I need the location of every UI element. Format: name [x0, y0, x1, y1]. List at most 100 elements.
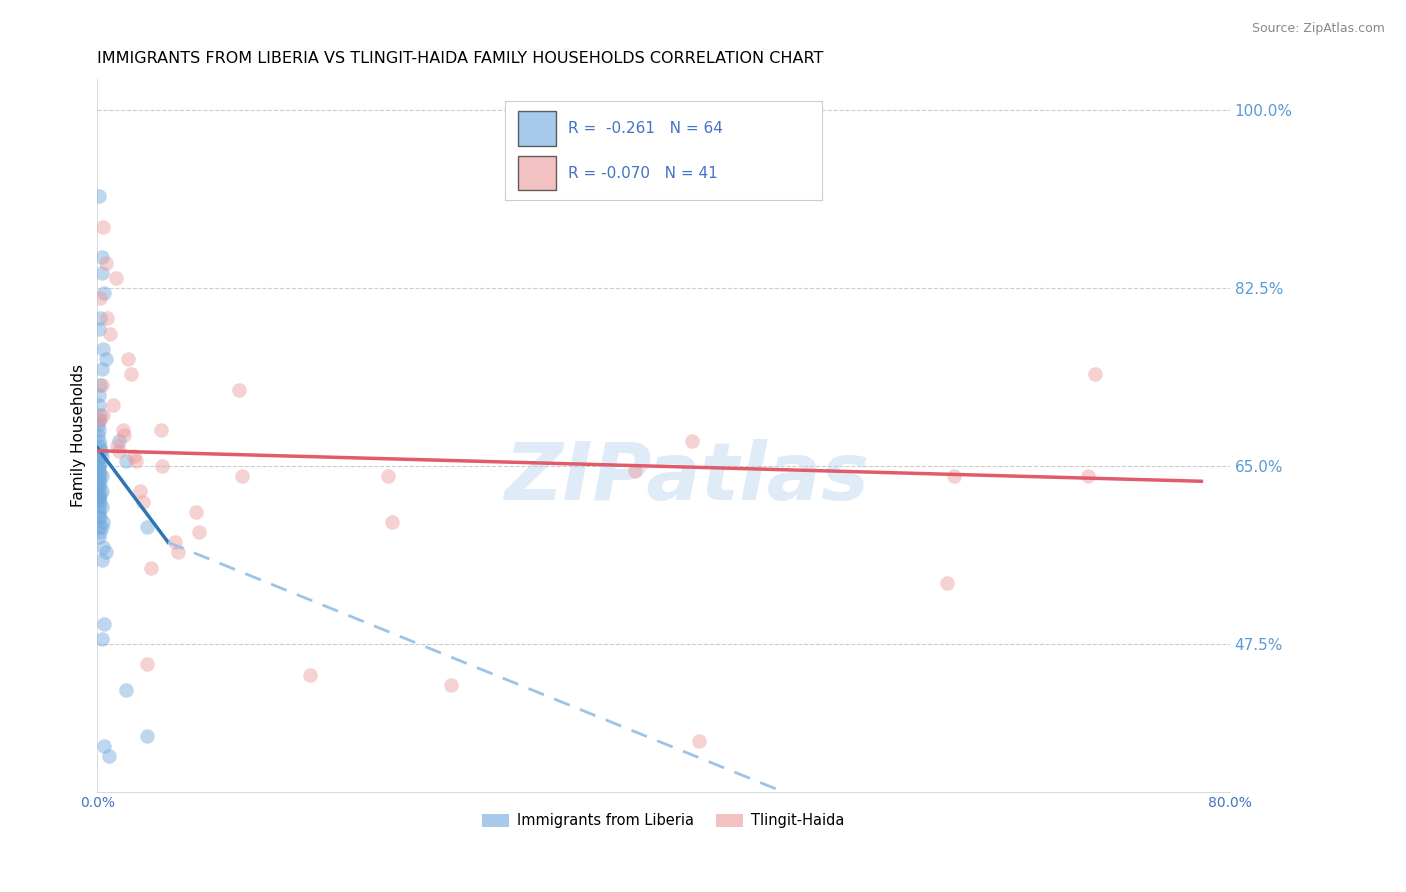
Point — [89, 490, 111, 504]
Point — [381, 515, 404, 529]
Point — [94, 545, 117, 559]
Point — [89, 457, 111, 471]
Point — [89, 505, 111, 519]
Point — [91, 219, 114, 234]
Point — [89, 377, 111, 392]
Point — [87, 491, 110, 506]
Point — [96, 311, 118, 326]
Point — [89, 441, 111, 455]
Point — [90, 266, 112, 280]
Point — [298, 667, 321, 681]
Point — [942, 469, 965, 483]
Point — [135, 520, 157, 534]
Point — [89, 471, 111, 485]
Point — [90, 552, 112, 566]
Point — [87, 428, 110, 442]
Point — [90, 469, 112, 483]
Point — [89, 311, 111, 326]
Point — [89, 509, 111, 524]
Point — [90, 377, 112, 392]
Y-axis label: Family Households: Family Households — [72, 364, 86, 507]
Point — [186, 505, 208, 519]
Point — [114, 682, 136, 697]
Point — [89, 530, 111, 544]
Point — [89, 494, 111, 508]
Point — [98, 326, 121, 341]
Point — [89, 413, 111, 427]
Point — [91, 408, 114, 422]
Point — [188, 525, 211, 540]
Point — [87, 189, 110, 203]
Legend: Immigrants from Liberia, Tlingit-Haida: Immigrants from Liberia, Tlingit-Haida — [477, 807, 851, 834]
Point — [87, 398, 110, 412]
Point — [228, 383, 250, 397]
Point — [93, 739, 115, 753]
Point — [107, 434, 129, 448]
Point — [124, 454, 146, 468]
Point — [131, 494, 153, 508]
Point — [117, 352, 139, 367]
Point — [87, 418, 110, 433]
Point — [104, 270, 127, 285]
Point — [114, 454, 136, 468]
Point — [122, 449, 145, 463]
Point — [90, 500, 112, 514]
Point — [101, 398, 124, 412]
Point — [231, 469, 253, 483]
Point — [89, 439, 111, 453]
Point — [89, 291, 111, 305]
Point — [87, 509, 110, 524]
Point — [87, 475, 110, 489]
Point — [87, 461, 110, 475]
Point — [935, 576, 957, 591]
Point — [111, 424, 134, 438]
Point — [440, 678, 463, 692]
Point — [89, 500, 111, 514]
Point — [87, 464, 110, 478]
Point — [87, 434, 110, 448]
Point — [107, 443, 129, 458]
Point — [120, 368, 142, 382]
Point — [94, 352, 117, 367]
Point — [91, 515, 114, 529]
Text: ZIPatlas: ZIPatlas — [503, 439, 869, 517]
Point — [87, 479, 110, 493]
Point — [89, 424, 111, 438]
Point — [1077, 469, 1099, 483]
Point — [90, 449, 112, 463]
Point — [105, 439, 128, 453]
Point — [624, 464, 647, 478]
Point — [87, 450, 110, 465]
Point — [1084, 368, 1107, 382]
Text: Source: ZipAtlas.com: Source: ZipAtlas.com — [1251, 22, 1385, 36]
Point — [89, 525, 111, 540]
Point — [87, 490, 110, 504]
Point — [90, 251, 112, 265]
Point — [90, 362, 112, 376]
Point — [93, 286, 115, 301]
Point — [87, 413, 110, 427]
Point — [150, 424, 173, 438]
Point — [90, 632, 112, 646]
Point — [87, 520, 110, 534]
Point — [377, 469, 399, 483]
Point — [89, 487, 111, 501]
Point — [128, 484, 150, 499]
Point — [87, 482, 110, 496]
Point — [91, 342, 114, 356]
Point — [93, 616, 115, 631]
Point — [89, 477, 111, 491]
Point — [135, 729, 157, 743]
Point — [91, 541, 114, 555]
Point — [90, 520, 112, 534]
Point — [167, 545, 190, 559]
Point — [87, 454, 110, 468]
Point — [152, 458, 174, 473]
Point — [97, 749, 120, 764]
Point — [89, 388, 111, 402]
Point — [165, 535, 187, 549]
Point — [87, 447, 110, 461]
Point — [139, 560, 162, 574]
Point — [89, 467, 111, 482]
Point — [89, 458, 111, 473]
